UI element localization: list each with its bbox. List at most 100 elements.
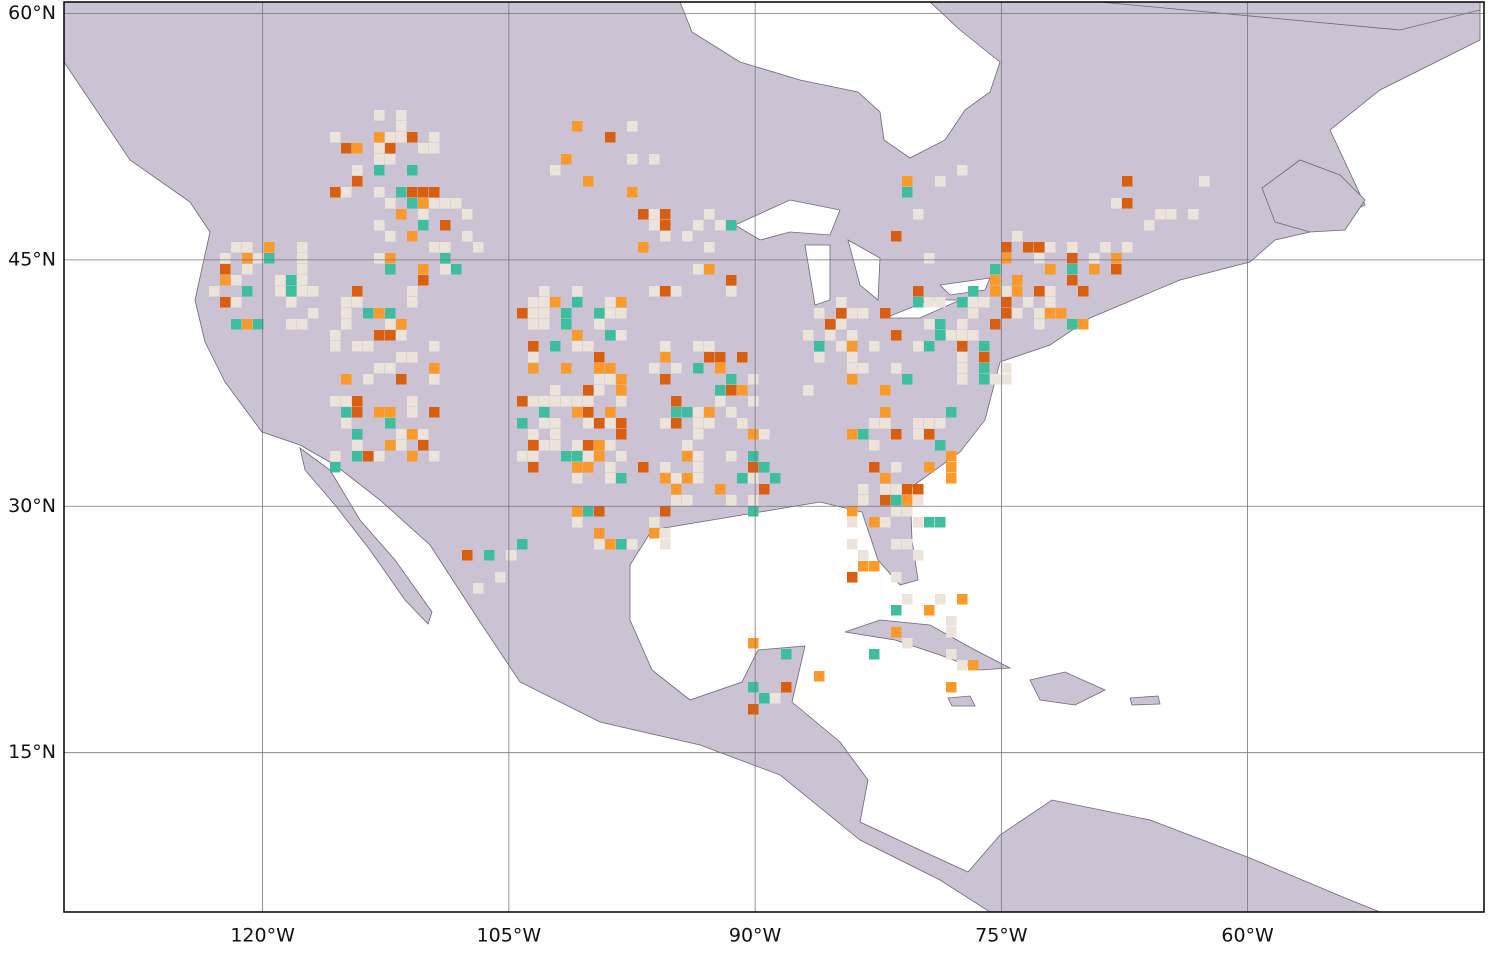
cell xyxy=(990,319,1001,330)
cell xyxy=(880,418,891,429)
cell xyxy=(385,308,396,319)
cell xyxy=(671,473,682,484)
cell xyxy=(583,385,594,396)
cell xyxy=(605,330,616,341)
cell xyxy=(352,341,363,352)
cell xyxy=(913,550,924,561)
cell xyxy=(330,396,341,407)
cell xyxy=(374,253,385,264)
cell xyxy=(979,352,990,363)
cell xyxy=(396,209,407,220)
cell xyxy=(517,451,528,462)
cell xyxy=(913,517,924,528)
cell xyxy=(748,451,759,462)
cell xyxy=(572,517,583,528)
cell xyxy=(902,539,913,550)
cell xyxy=(660,286,671,297)
puerto-rico xyxy=(1129,695,1161,706)
cell xyxy=(902,495,913,506)
cell xyxy=(693,264,704,275)
cell xyxy=(781,682,792,693)
cell xyxy=(902,176,913,187)
cell xyxy=(253,319,264,330)
cell xyxy=(726,286,737,297)
cell xyxy=(572,297,583,308)
cell xyxy=(660,220,671,231)
cell xyxy=(748,374,759,385)
cell xyxy=(1023,242,1034,253)
cell xyxy=(352,297,363,308)
cell xyxy=(682,473,693,484)
cell xyxy=(418,440,429,451)
cell xyxy=(814,671,825,682)
cell xyxy=(704,407,715,418)
cell xyxy=(352,143,363,154)
cell xyxy=(1001,253,1012,264)
cell xyxy=(748,429,759,440)
cell xyxy=(440,220,451,231)
cell xyxy=(341,187,352,198)
cell xyxy=(550,429,561,440)
cell xyxy=(385,231,396,242)
cell xyxy=(572,330,583,341)
cell xyxy=(869,341,880,352)
cell xyxy=(770,473,781,484)
cell xyxy=(1034,242,1045,253)
cell xyxy=(660,528,671,539)
cell xyxy=(539,407,550,418)
cell xyxy=(1001,297,1012,308)
cell xyxy=(671,407,682,418)
cell xyxy=(374,110,385,121)
baffin xyxy=(1099,2,1481,31)
cell xyxy=(429,451,440,462)
cell xyxy=(583,407,594,418)
cell xyxy=(957,594,968,605)
cell xyxy=(396,121,407,132)
cell xyxy=(550,418,561,429)
cell xyxy=(1067,319,1078,330)
cell xyxy=(385,132,396,143)
cell xyxy=(1100,242,1111,253)
cell xyxy=(407,451,418,462)
cell xyxy=(924,297,935,308)
cell xyxy=(924,418,935,429)
cell xyxy=(374,165,385,176)
cell xyxy=(462,550,473,561)
cell xyxy=(858,308,869,319)
cell xyxy=(539,297,550,308)
cell xyxy=(429,198,440,209)
cell xyxy=(847,330,858,341)
cell xyxy=(297,264,308,275)
cell xyxy=(275,286,286,297)
cell xyxy=(385,264,396,275)
cell xyxy=(869,649,880,660)
cell xyxy=(924,605,935,616)
cell xyxy=(242,242,253,253)
cell xyxy=(231,297,242,308)
cell xyxy=(385,143,396,154)
cell xyxy=(891,605,902,616)
cell xyxy=(440,198,451,209)
cell xyxy=(902,374,913,385)
cell xyxy=(847,363,858,374)
cell xyxy=(627,121,638,132)
cell xyxy=(594,385,605,396)
cell xyxy=(693,451,704,462)
cell xyxy=(924,253,935,264)
cell xyxy=(836,319,847,330)
cell xyxy=(902,638,913,649)
cell xyxy=(231,242,242,253)
cell xyxy=(1001,286,1012,297)
cuba xyxy=(844,619,1012,671)
cell xyxy=(946,330,957,341)
cell xyxy=(220,264,231,275)
cell xyxy=(297,286,308,297)
cell xyxy=(583,396,594,407)
cell xyxy=(1188,209,1199,220)
cell xyxy=(594,440,605,451)
cell xyxy=(671,418,682,429)
cell xyxy=(242,253,253,264)
cell xyxy=(660,418,671,429)
cell xyxy=(242,319,253,330)
